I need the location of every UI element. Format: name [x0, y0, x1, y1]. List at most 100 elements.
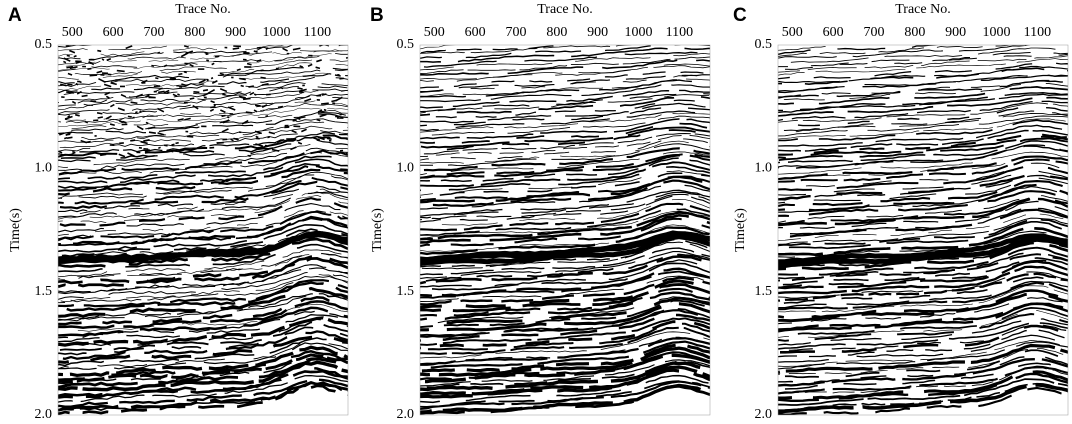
- reflector: [420, 115, 710, 138]
- noise: [153, 85, 161, 87]
- reflector: [58, 296, 348, 326]
- reflector: [420, 283, 710, 313]
- reflector: [420, 157, 710, 183]
- noise: [163, 64, 168, 68]
- noise: [184, 62, 189, 65]
- reflector: [420, 65, 710, 82]
- reflector: [58, 93, 348, 114]
- x-tick-label: 1100: [304, 25, 331, 40]
- reflector: [420, 71, 710, 89]
- noise: [322, 134, 328, 137]
- x-tick-label: 1000: [983, 25, 1011, 40]
- reflector: [420, 106, 710, 127]
- reflector: [420, 166, 710, 192]
- reflector: [778, 82, 1068, 101]
- reflector: [58, 69, 348, 87]
- reflector: [58, 110, 348, 131]
- noise: [115, 79, 118, 81]
- noise: [63, 136, 68, 140]
- reflector: [58, 208, 348, 236]
- reflector: [420, 241, 710, 270]
- noise: [345, 152, 348, 155]
- noise: [230, 138, 234, 142]
- noise: [216, 141, 224, 144]
- reflector: [58, 326, 348, 356]
- noise: [145, 94, 150, 98]
- noise: [206, 59, 210, 62]
- noise: [261, 104, 268, 108]
- reflector: [420, 172, 710, 198]
- reflector: [420, 147, 710, 172]
- noise: [211, 62, 215, 66]
- noise: [214, 55, 220, 58]
- reflector: [778, 324, 1068, 354]
- noise: [337, 74, 340, 76]
- noise: [67, 83, 73, 86]
- noise: [248, 85, 255, 88]
- reflector: [58, 254, 348, 285]
- noise: [256, 59, 262, 63]
- reflector: [58, 143, 348, 168]
- noise: [316, 118, 321, 122]
- reflector: [778, 307, 1068, 335]
- reflector: [58, 113, 348, 135]
- reflector: [778, 67, 1068, 86]
- noise: [138, 146, 142, 149]
- noise: [345, 138, 348, 141]
- noise: [208, 89, 215, 94]
- noise: [246, 62, 252, 66]
- noise: [276, 138, 285, 144]
- reflector: [420, 276, 710, 306]
- noise: [143, 147, 149, 151]
- reflector: [58, 95, 348, 116]
- noise: [81, 94, 88, 98]
- reflector: [420, 191, 710, 219]
- noise: [69, 49, 76, 54]
- reflector: [58, 342, 348, 371]
- noise: [178, 72, 183, 76]
- reflector: [778, 133, 1068, 156]
- noise: [260, 69, 264, 72]
- noise: [100, 73, 105, 76]
- reflector: [58, 191, 348, 220]
- reflector: [778, 281, 1068, 311]
- noise: [127, 152, 135, 157]
- reflector: [420, 45, 710, 59]
- noise: [232, 47, 240, 50]
- y-tick-label: 2.0: [35, 407, 53, 422]
- reflector: [420, 317, 710, 346]
- noise: [202, 92, 210, 97]
- reflector: [778, 165, 1068, 191]
- noise: [241, 119, 249, 125]
- noise: [267, 135, 271, 139]
- reflector: [420, 287, 710, 317]
- reflector: [420, 255, 710, 285]
- noise: [153, 90, 157, 93]
- reflector: [58, 237, 348, 268]
- noise: [202, 89, 209, 92]
- noise: [321, 102, 329, 105]
- reflector: [420, 89, 710, 109]
- noise: [328, 139, 332, 142]
- reflector: [778, 96, 1068, 117]
- noise: [122, 120, 127, 124]
- reflector: [58, 82, 348, 101]
- reflector: [420, 302, 710, 332]
- reflector: [58, 139, 348, 163]
- reflector: [58, 174, 348, 200]
- reflector: [778, 162, 1068, 188]
- reflector: [420, 353, 710, 384]
- reflector: [778, 45, 853, 51]
- reflector: [58, 203, 348, 233]
- reflector: [420, 161, 710, 188]
- noise: [166, 149, 174, 153]
- reflector: [778, 58, 1068, 76]
- reflector: [420, 262, 710, 291]
- noise: [253, 50, 258, 53]
- noise: [268, 131, 275, 135]
- noise: [183, 101, 188, 104]
- reflector: [778, 195, 1068, 223]
- reflector: [58, 340, 348, 369]
- reflector: [778, 190, 1068, 218]
- noise: [317, 136, 325, 141]
